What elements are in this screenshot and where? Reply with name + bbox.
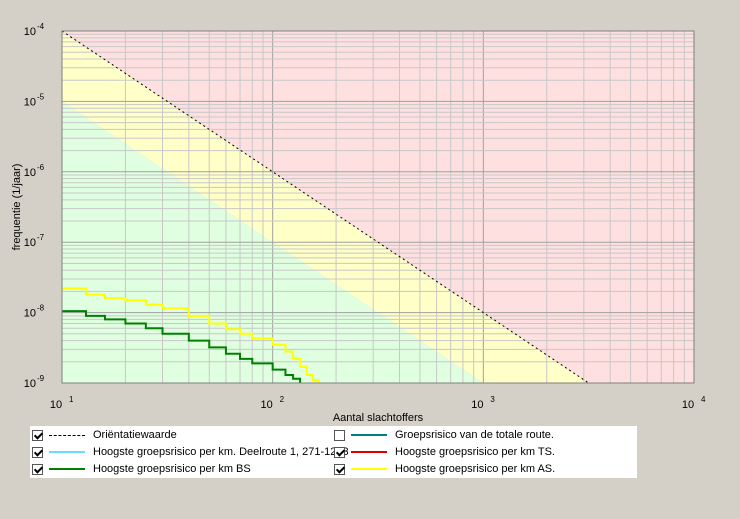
legend-label: Hoogste groepsrisico per km AS. xyxy=(395,463,556,475)
legend-swatch xyxy=(49,468,85,470)
legend-label: Oriëntatiewaarde xyxy=(93,429,177,441)
x-tick-label: 10 xyxy=(471,399,483,411)
legend-item-as[interactable]: Hoogste groepsrisico per km AS. xyxy=(334,461,555,477)
y-tick-label: 10 xyxy=(24,26,36,38)
y-axis-label: frequentie (1/jaar) xyxy=(11,164,23,251)
y-tick-exponent: -7 xyxy=(37,233,45,242)
x-tick-exponent: 1 xyxy=(69,395,74,404)
y-tick-label: 10 xyxy=(24,378,36,390)
series-line-0 xyxy=(62,31,589,383)
x-tick-label: 10 xyxy=(50,399,62,411)
y-tick-exponent: -8 xyxy=(37,304,45,313)
legend-item-totale-route[interactable]: Groepsrisico van de totale route. xyxy=(334,427,554,443)
series-line-2 xyxy=(62,310,302,383)
legend-swatch xyxy=(49,434,85,436)
legend-swatch xyxy=(351,434,387,436)
series-line-5 xyxy=(62,287,320,383)
series-layer xyxy=(62,31,589,383)
legend-checkbox[interactable] xyxy=(334,446,345,458)
y-tick-exponent: -6 xyxy=(37,163,45,172)
legend-swatch xyxy=(351,468,387,470)
y-tick-exponent: -5 xyxy=(37,92,45,101)
legend-checkbox[interactable] xyxy=(334,463,345,475)
y-tick-exponent: -9 xyxy=(37,374,45,383)
y-tick-label: 10 xyxy=(24,308,36,320)
x-tick-exponent: 2 xyxy=(280,395,285,404)
legend-label: Hoogste groepsrisico per km TS. xyxy=(395,446,555,458)
legend-checkbox[interactable] xyxy=(334,429,345,441)
x-tick-labels: 10 1 10 2 10 3 10 4 xyxy=(50,395,706,411)
y-tick-labels: 10-410-510-610-710-810-9 xyxy=(24,22,45,390)
legend-checkbox[interactable] xyxy=(32,429,43,441)
x-axis-label: Aantal slachtoffers xyxy=(333,412,424,424)
legend-label: Groepsrisico van de totale route. xyxy=(395,429,554,441)
y-tick-label: 10 xyxy=(24,167,36,179)
legend: Oriëntatiewaarde Hoogste groepsrisico pe… xyxy=(30,426,637,478)
legend-label: Hoogste groepsrisico per km BS xyxy=(93,463,251,475)
legend-checkbox[interactable] xyxy=(32,446,43,458)
plot-frame xyxy=(61,30,695,384)
legend-item-bs[interactable]: Hoogste groepsrisico per km BS xyxy=(32,461,251,477)
y-tick-exponent: -4 xyxy=(37,22,45,31)
legend-swatch xyxy=(49,451,85,453)
grid-lines xyxy=(61,31,694,384)
legend-item-ts[interactable]: Hoogste groepsrisico per km TS. xyxy=(334,444,555,460)
y-tick-label: 10 xyxy=(24,96,36,108)
x-tick-exponent: 3 xyxy=(490,395,495,404)
x-tick-label: 10 xyxy=(261,399,273,411)
legend-item-orientatiewaarde[interactable]: Oriëntatiewaarde xyxy=(32,427,177,443)
legend-label: Hoogste groepsrisico per km. Deelroute 1… xyxy=(93,446,349,458)
legend-checkbox[interactable] xyxy=(32,463,43,475)
legend-swatch xyxy=(351,451,387,453)
risk-zone-0 xyxy=(62,31,694,383)
x-tick-exponent: 4 xyxy=(701,395,706,404)
x-tick-label: 10 xyxy=(682,399,694,411)
legend-item-deelroute[interactable]: Hoogste groepsrisico per km. Deelroute 1… xyxy=(32,444,349,460)
y-tick-label: 10 xyxy=(24,237,36,249)
